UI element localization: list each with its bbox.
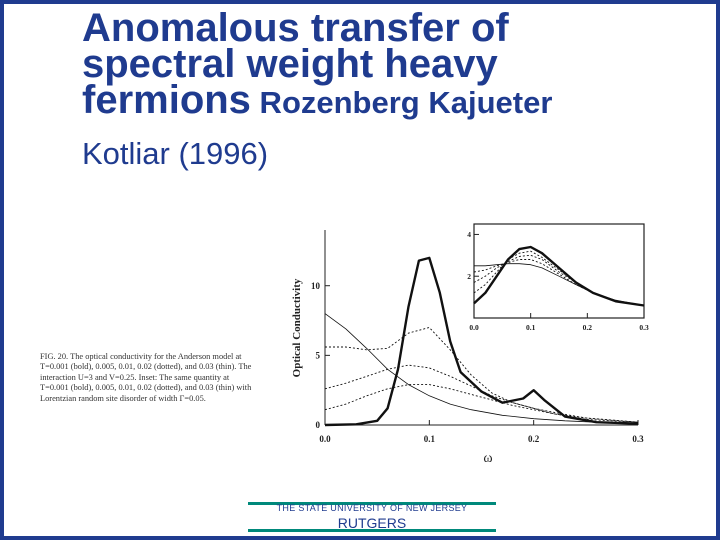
figure-caption: FIG. 20. The optical conductivity for th… [40,352,290,404]
y-tick-label: 0 [316,420,321,430]
series-line-dotted [325,327,639,423]
x-tick-label: 0.1 [526,323,536,332]
rutgers-footer: THE STATE UNIVERSITY OF NEW JERSEY RUTGE… [248,502,496,532]
x-tick-label: 0.3 [632,434,644,444]
y-tick-label: 5 [316,351,321,361]
x-tick-label: 0.1 [424,434,436,444]
x-tick-label: 0.2 [528,434,540,444]
title-line-2: spectral weight heavy [82,42,498,86]
caption-line: T=0.001 (bold), 0.005, 0.01, 0.02 (dotte… [40,362,252,372]
series-line-dotted [324,384,639,423]
series-line-dotted [324,364,639,423]
inset-frame [473,223,645,319]
footer-bottom-rule [248,529,496,532]
title-line-1: Anomalous transfer of [82,6,509,50]
x-tick-label: 0.0 [469,323,479,332]
x-tick-label: 0.3 [639,323,649,332]
inset-series-line-thin [474,263,645,306]
title-line-3: fermions Rozenberg Kajueter [82,80,702,121]
series-line-thin [324,313,639,424]
series-line-bold [324,256,639,427]
y-axis-label: Optical Conductivity [291,278,303,377]
caption-line: T=0.001 (bold), 0.005, 0.01, 0.02 (dotte… [40,383,252,393]
title-line-3-authors: Rozenberg Kajueter [250,85,553,120]
y-tick-label: 10 [311,281,321,291]
slide-subtitle: Kotliar (1996) [82,136,269,171]
optical-conductivity-chart: Optical Conductivity ω 0.0 0.1 0.2 0.3 0 5 10 0… [291,223,649,466]
y-tick-label: 4 [467,230,471,239]
x-axis-label: ω [483,451,492,466]
slide-title: Anomalous transfer of spectral weight he… [82,6,702,121]
footer-university: THE STATE UNIVERSITY OF NEW JERSEY [276,503,468,513]
inset-series-line-dotted [473,250,645,306]
title-line-3-big: fermions [82,78,251,122]
footer-rutgers: RUTGERS [337,515,407,531]
y-tick-label: 2 [467,272,471,281]
caption-line: interaction U=3 and V=0.25. Inset: The s… [40,372,230,382]
caption-line: Lorentzian random site disorder of width… [40,393,206,403]
caption-line: FIG. 20. The optical conductivity for th… [40,352,242,361]
x-tick-label: 0.2 [583,323,593,332]
x-tick-label: 0.0 [319,434,331,444]
footer-top-rule [248,502,496,505]
